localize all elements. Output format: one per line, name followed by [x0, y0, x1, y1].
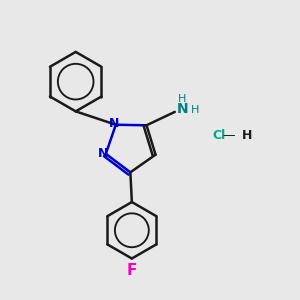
Text: F: F [127, 263, 137, 278]
Text: —: — [223, 129, 235, 142]
Text: N: N [109, 117, 119, 130]
Text: Cl: Cl [212, 129, 226, 142]
Text: H: H [178, 94, 186, 104]
Text: H: H [242, 129, 253, 142]
Text: N: N [98, 147, 108, 160]
Text: N: N [176, 102, 188, 116]
Text: H: H [190, 105, 199, 116]
